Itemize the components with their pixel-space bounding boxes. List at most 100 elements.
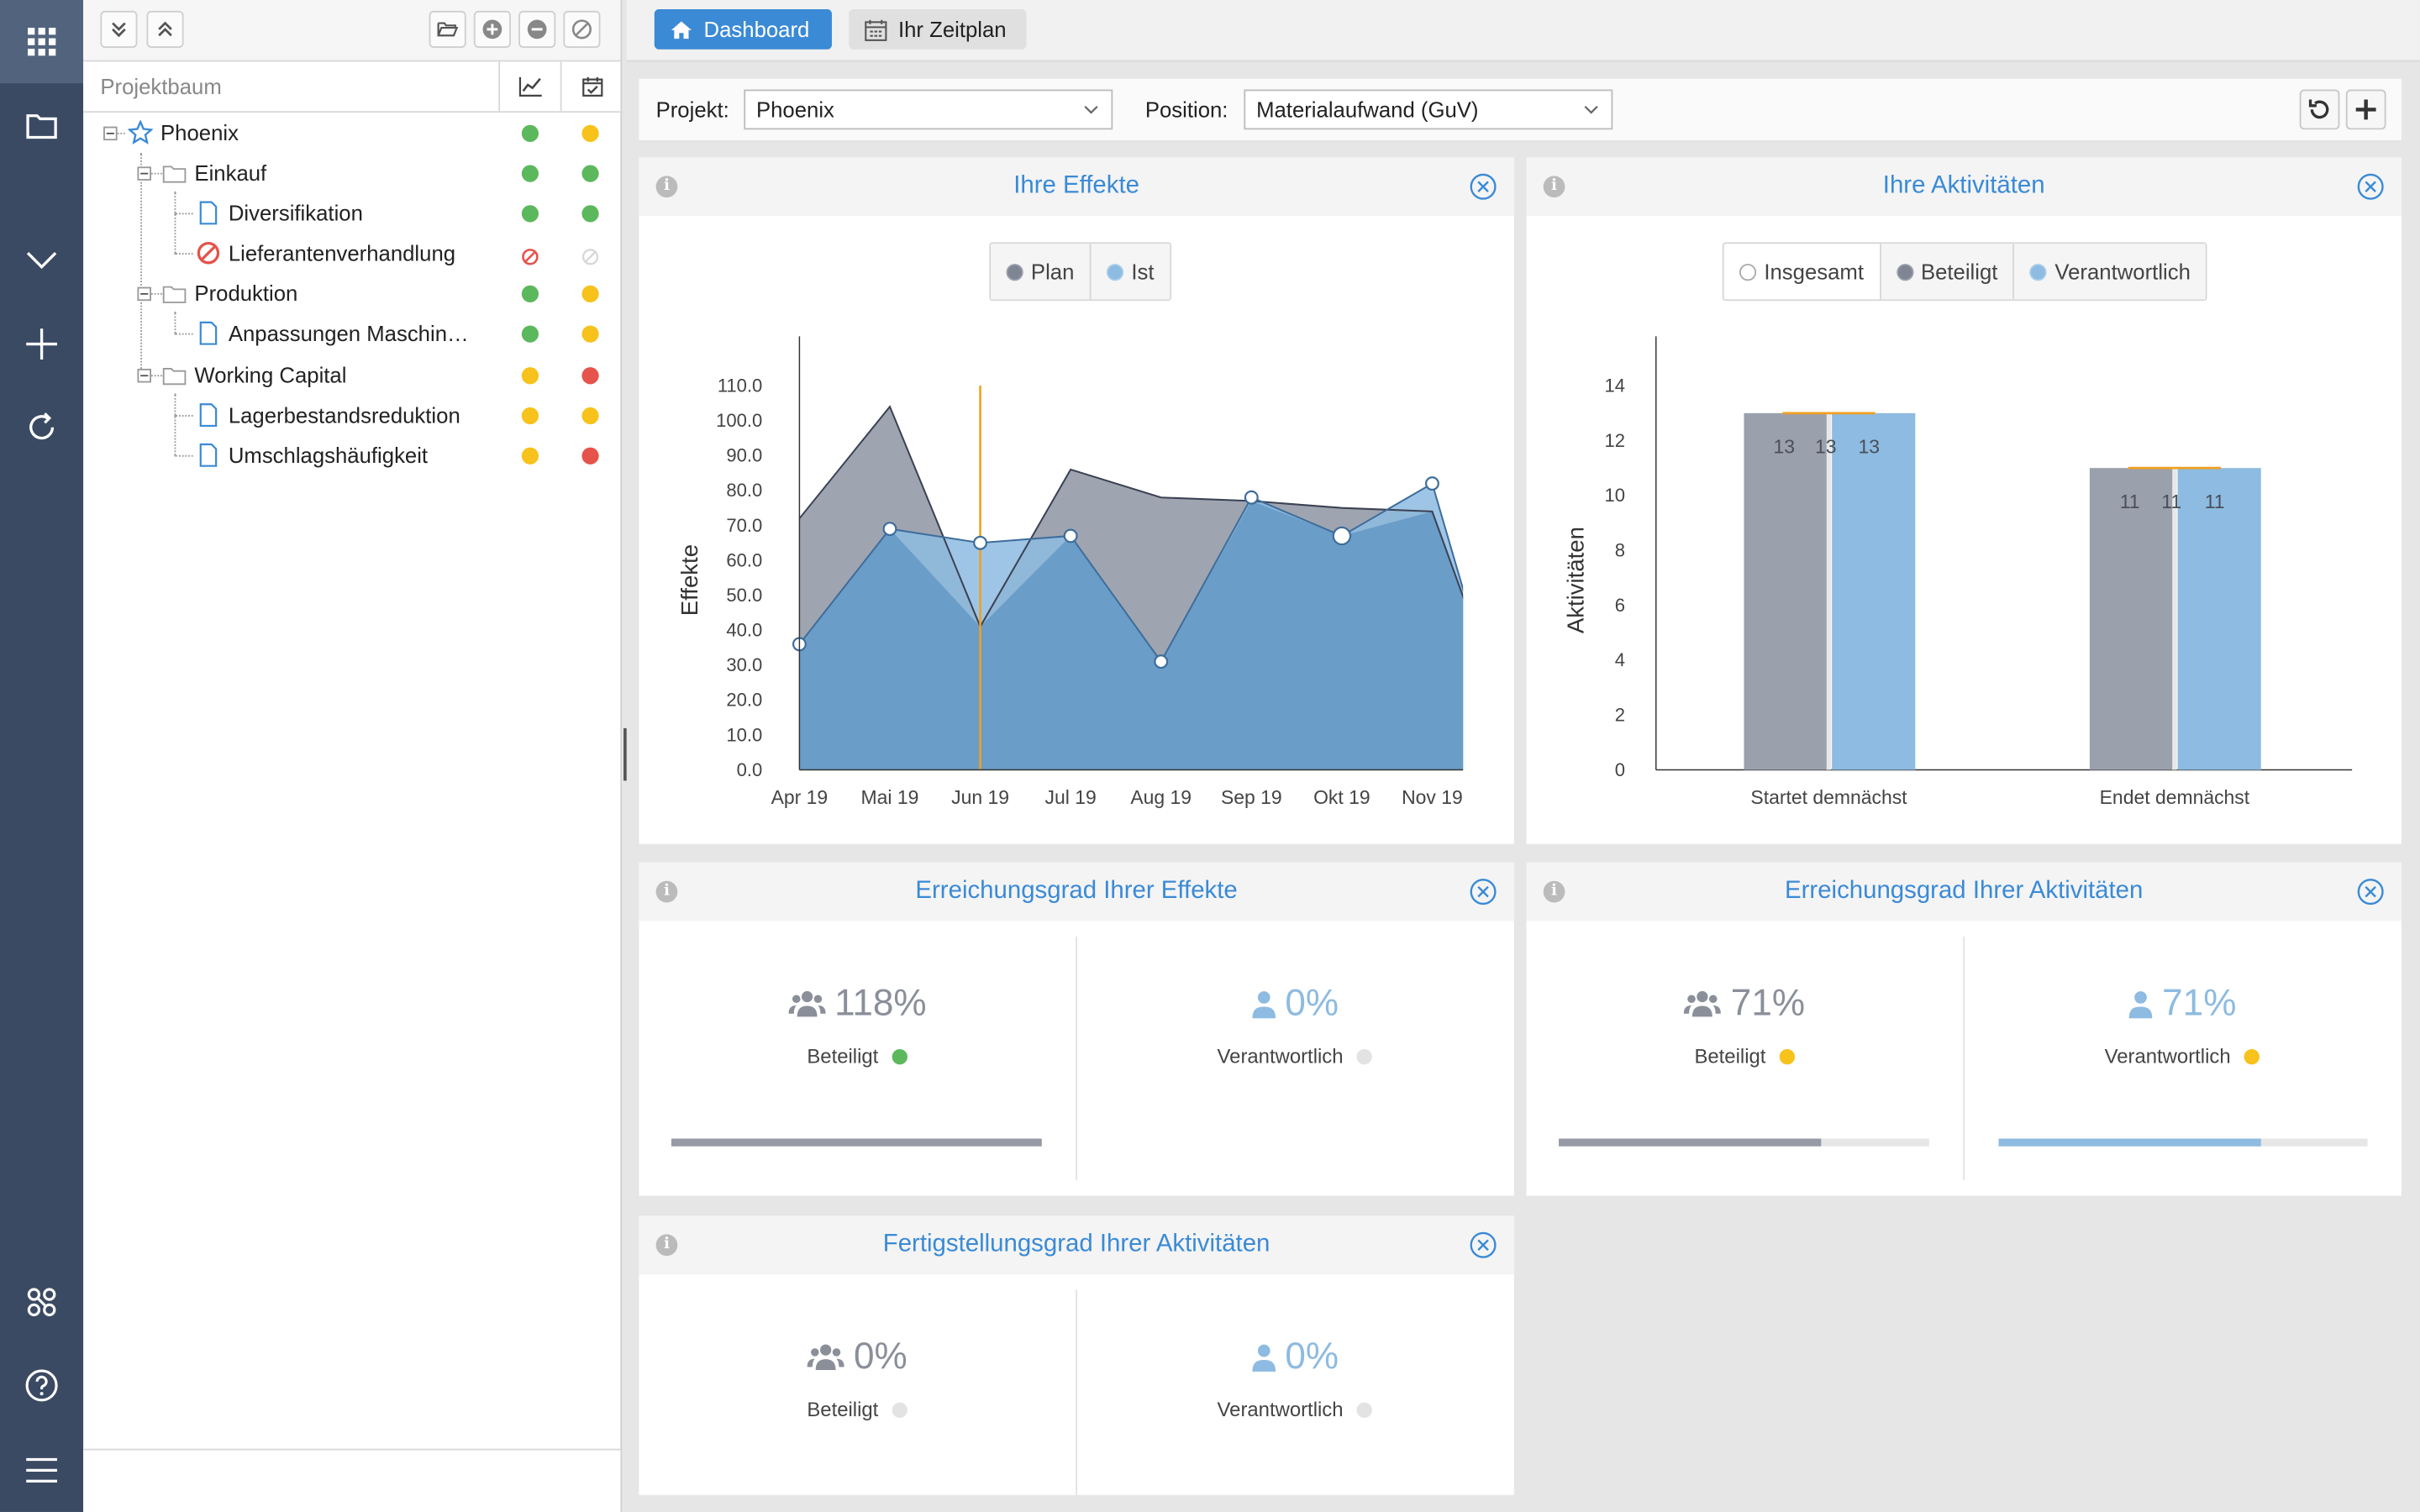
tree-node-working-capital[interactable]: Working Capital: [162, 354, 346, 395]
add-node-button[interactable]: [473, 10, 511, 48]
bar-data-label: 13: [1815, 436, 1837, 458]
y-tick-label: 4: [1615, 649, 1625, 670]
open-folder-button[interactable]: [429, 10, 466, 48]
tab-schedule[interactable]: Ihr Zeitplan: [849, 9, 1027, 50]
schedule-status-dot: [581, 406, 598, 424]
info-icon[interactable]: i: [655, 880, 678, 903]
close-circle-icon[interactable]: [1470, 173, 1497, 201]
close-circle-icon[interactable]: [1470, 878, 1497, 906]
apps-grid-icon[interactable]: [0, 0, 84, 84]
double-chevron-up-icon: [158, 21, 172, 37]
tree-node-einkauf[interactable]: Einkauf: [162, 153, 266, 193]
tree-node-label: Produktion: [194, 281, 298, 306]
bar-beteiligt: [2089, 468, 2174, 770]
status-dot: [892, 1048, 908, 1064]
schedule-status-dot: [581, 366, 598, 384]
y-tick-label: 12: [1605, 430, 1626, 451]
y-tick-label: 6: [1615, 595, 1625, 616]
info-icon[interactable]: i: [655, 176, 678, 198]
document-icon: [196, 402, 220, 428]
divider: [1076, 936, 1078, 1181]
legend-label: Ist: [1131, 259, 1155, 284]
y-tick-label: 10.0: [726, 724, 762, 745]
bar-data-label: 13: [1858, 436, 1880, 458]
card-header: i Ihre Aktivitäten: [1526, 157, 2402, 217]
tree-node-label: Lagerbestandsreduktion: [228, 402, 460, 428]
plus-icon[interactable]: [0, 302, 83, 386]
effects-column-header[interactable]: [498, 61, 560, 112]
schedule-status-dot: [581, 164, 598, 181]
tree-guide: [174, 253, 193, 255]
close-circle-icon[interactable]: [1470, 1231, 1497, 1259]
tree-toggle-working-capital[interactable]: [137, 368, 151, 383]
block-node-button[interactable]: [563, 10, 601, 48]
y-tick-label: 40.0: [726, 620, 762, 641]
schedule-status-dot: [581, 244, 598, 265]
y-tick-label: 0.0: [737, 759, 763, 780]
ist-data-point: [1244, 490, 1259, 505]
info-icon[interactable]: i: [655, 1234, 678, 1257]
remove-node-button[interactable]: [518, 10, 556, 48]
tree-node-diversifikation[interactable]: Diversifikation: [196, 193, 363, 234]
tree-node-lagerbestandsreduktion[interactable]: Lagerbestandsreduktion: [196, 395, 460, 435]
position-label: Position:: [1144, 97, 1228, 123]
schedule-status-dot: [581, 204, 598, 222]
kpi-label: Beteiligt: [807, 1044, 879, 1068]
tree-node-anpassungen[interactable]: Anpassungen Maschin…: [196, 313, 469, 354]
molecule-icon[interactable]: [0, 1261, 83, 1344]
users-group-icon: [787, 990, 826, 1017]
legend-swatch: [2030, 263, 2048, 281]
tree-toggle-phoenix[interactable]: [103, 126, 118, 141]
user-icon: [1251, 991, 1276, 1019]
document-icon: [196, 443, 220, 467]
tree-toggle-produktion[interactable]: [137, 286, 151, 302]
chevron-down-icon: [1584, 105, 1598, 114]
position-select[interactable]: Materialaufwand (GuV): [1244, 89, 1613, 130]
folder-icon[interactable]: [0, 83, 83, 166]
legend-item-insgesamt[interactable]: Insgesamt: [1724, 244, 1881, 300]
kpi-value: 0%: [1285, 1336, 1339, 1378]
help-icon[interactable]: [0, 1344, 83, 1427]
ist-data-point: [1154, 654, 1169, 669]
legend-item-beteiligt[interactable]: Beteiligt: [1881, 244, 2015, 300]
tree-node-produktion[interactable]: Produktion: [162, 273, 298, 313]
close-circle-icon[interactable]: [2357, 173, 2385, 201]
close-circle-icon[interactable]: [2357, 878, 2385, 906]
expand-all-button[interactable]: [146, 10, 184, 48]
legend-item-verantwortlich[interactable]: Verantwortlich: [2014, 244, 2207, 300]
tree-node-umschlagshaeufigkeit[interactable]: Umschlagshäufigkeit: [196, 435, 428, 475]
bar-data-label: 11: [2161, 491, 2181, 512]
legend-item-plan[interactable]: Plan: [991, 244, 1092, 300]
kpi-value: 118%: [834, 982, 927, 1025]
tree-node-phoenix[interactable]: Phoenix: [128, 113, 239, 153]
status-dot: [2244, 1048, 2260, 1064]
menu-icon[interactable]: [0, 1429, 83, 1512]
legend-item-ist[interactable]: Ist: [1091, 244, 1170, 300]
minus-circle-icon: [527, 19, 547, 39]
effects-status-dot: [520, 284, 539, 302]
info-icon[interactable]: i: [1543, 880, 1565, 903]
y-tick-label: 110.0: [718, 375, 763, 396]
tree-toggle-einkauf[interactable]: [137, 166, 151, 181]
tree-node-lieferantenverhandlung[interactable]: Lieferantenverhandlung: [196, 233, 455, 273]
project-select[interactable]: Phoenix: [744, 89, 1113, 130]
y-tick-label: 14: [1605, 375, 1626, 396]
schedule-column-header[interactable]: [560, 61, 622, 112]
chevron-down-icon[interactable]: [0, 218, 83, 301]
reset-button[interactable]: [2299, 89, 2340, 130]
legend-label: Plan: [1030, 259, 1075, 284]
info-icon[interactable]: i: [1543, 176, 1565, 198]
document-icon: [196, 321, 220, 345]
y-axis-title: Effekte: [676, 544, 702, 616]
user-icon: [2128, 991, 2153, 1019]
y-tick-label: 8: [1615, 540, 1625, 561]
bar-data-label: 11: [2205, 491, 2225, 512]
add-widget-button[interactable]: [2345, 89, 2386, 130]
effects-achievement-card: i Erreichungsgrad Ihrer Effekte 118% Bet…: [639, 862, 1514, 1196]
tree-node-label: Umschlagshäufigkeit: [228, 443, 429, 468]
panel-splitter-handle[interactable]: [623, 727, 627, 781]
tab-dashboard[interactable]: Dashboard: [654, 9, 832, 50]
refresh-icon[interactable]: [0, 386, 83, 469]
collapse-all-button[interactable]: [100, 10, 138, 48]
x-category-label: Endet demnächst: [2100, 786, 2250, 808]
